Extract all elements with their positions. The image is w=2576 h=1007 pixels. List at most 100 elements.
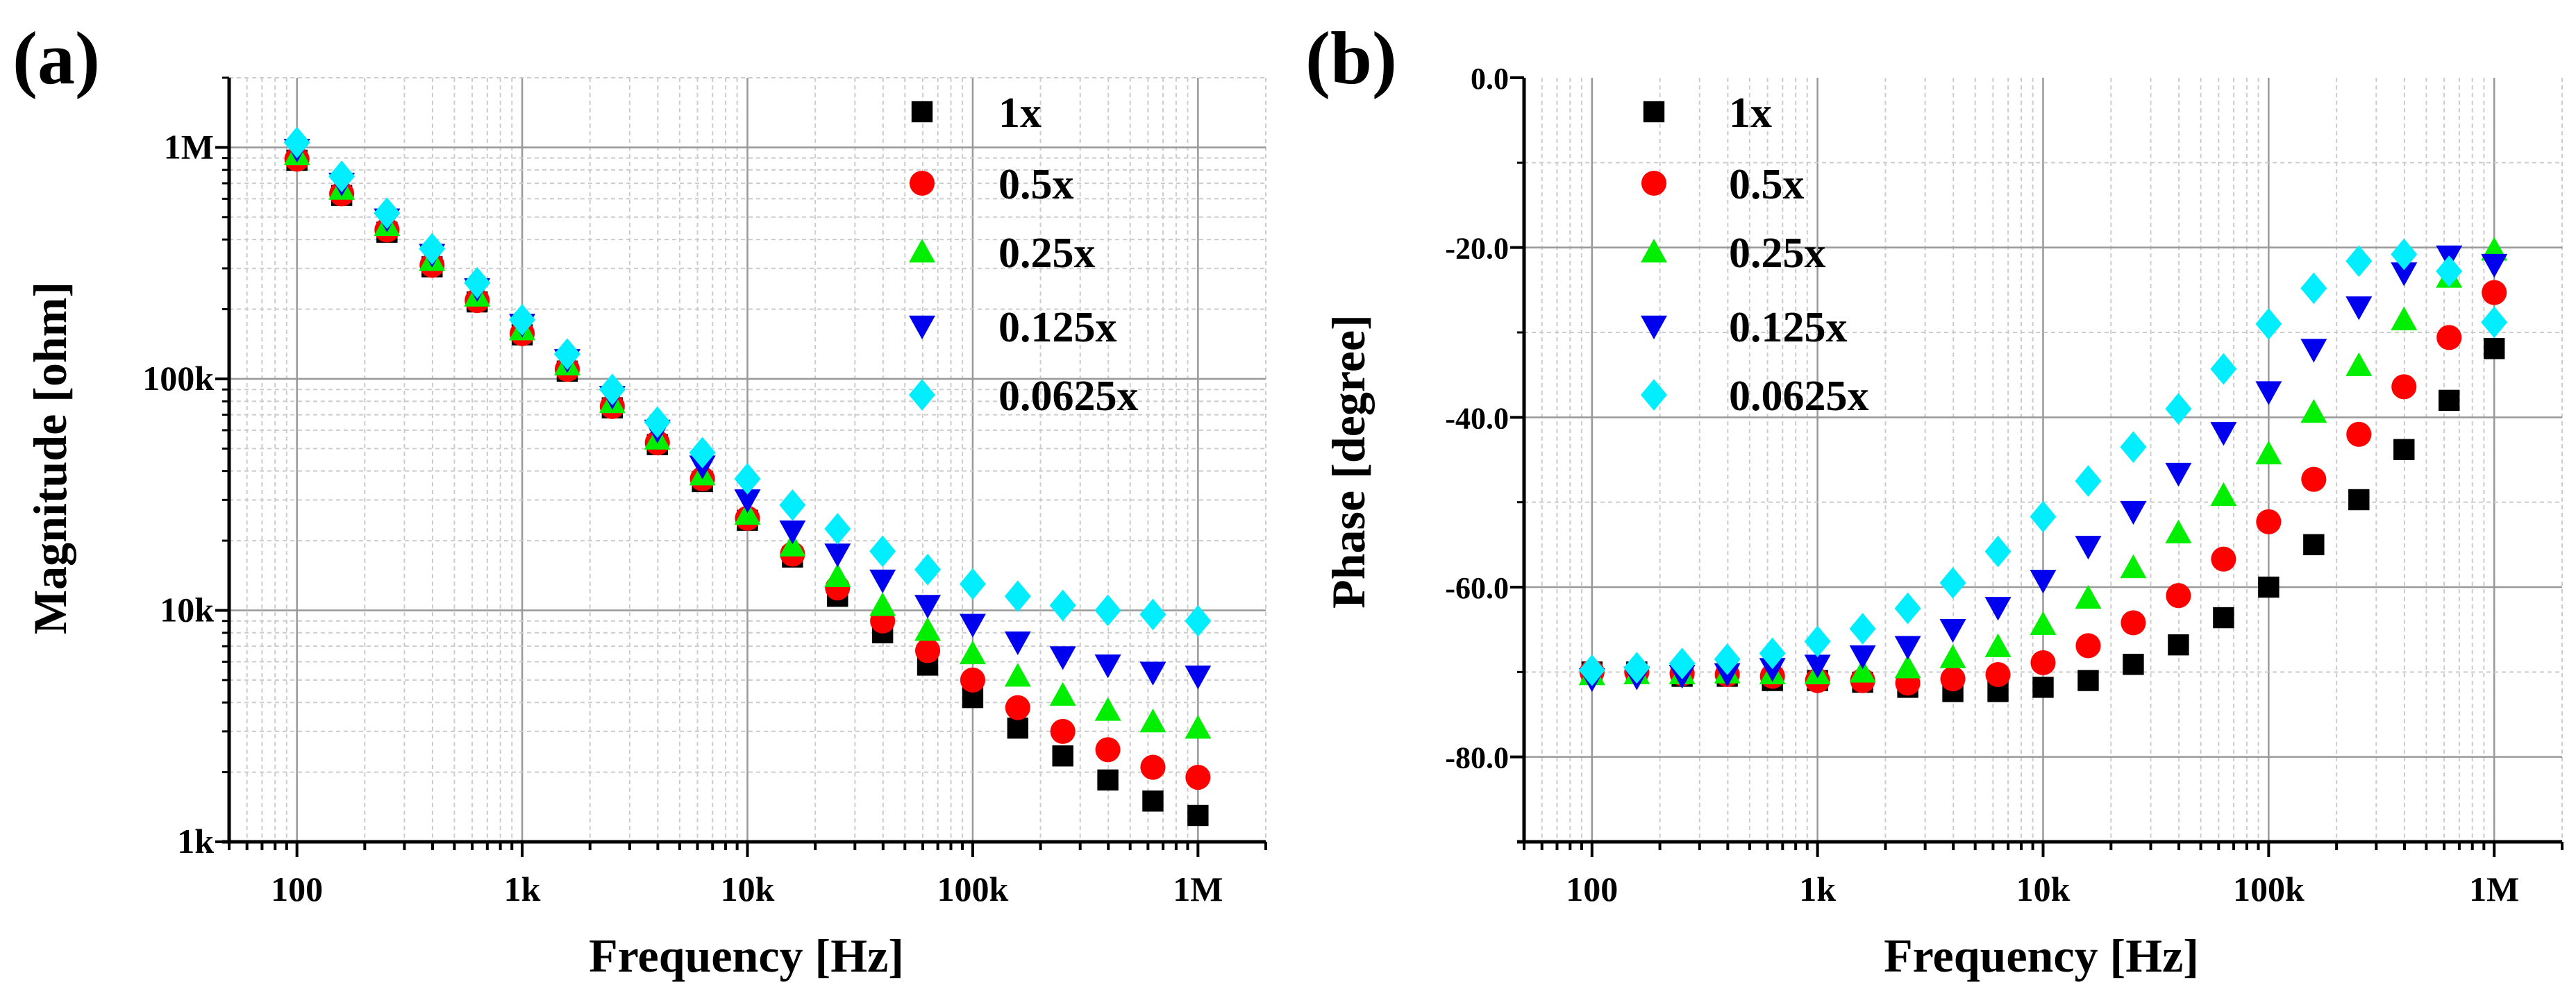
data-point bbox=[1578, 654, 1605, 686]
data-point bbox=[2348, 489, 2370, 511]
data-point bbox=[2391, 306, 2418, 330]
data-point bbox=[1759, 637, 1786, 670]
legend-marker-diamond bbox=[909, 379, 935, 411]
data-point bbox=[824, 513, 851, 545]
data-point bbox=[1939, 644, 1966, 668]
chart-panel-magnitude: 100 1k 10k 100k 1M 1k 10k 100k 1M Frequency [Hz] M… bbox=[12, 17, 1267, 982]
data-point bbox=[914, 638, 941, 663]
data-point bbox=[2120, 500, 2147, 525]
x-tick-label: 1k bbox=[504, 870, 541, 908]
data-point bbox=[2121, 610, 2146, 636]
data-point bbox=[779, 521, 806, 545]
data-point bbox=[2120, 431, 2147, 463]
data-point bbox=[959, 568, 986, 600]
data-point bbox=[1984, 633, 2012, 657]
data-point bbox=[2075, 536, 2102, 560]
data-point bbox=[1004, 663, 1031, 687]
x-tick-label: 10k bbox=[721, 870, 775, 908]
data-point bbox=[2256, 509, 2282, 534]
data-point bbox=[1094, 654, 1121, 679]
data-point bbox=[509, 303, 536, 336]
data-point bbox=[1714, 643, 1741, 675]
data-point bbox=[1185, 665, 1212, 690]
y-tick-label: 10k bbox=[160, 590, 214, 629]
data-point bbox=[2255, 381, 2282, 405]
data-point bbox=[328, 160, 356, 192]
data-point bbox=[2123, 654, 2144, 675]
legend-label: 0.125x bbox=[1729, 304, 1848, 351]
data-point bbox=[1187, 804, 1209, 827]
data-point bbox=[960, 667, 985, 693]
legend-marker-triangle-up bbox=[1641, 239, 1667, 263]
legend-marker-diamond bbox=[1641, 379, 1667, 411]
y-tick-label: 0.0 bbox=[1471, 62, 1509, 96]
data-point bbox=[1668, 648, 1696, 679]
x-axis-title: Frequency [Hz] bbox=[589, 929, 904, 982]
data-point bbox=[2210, 353, 2237, 385]
legend-marker-triangle-down bbox=[1641, 315, 1667, 339]
data-point bbox=[1007, 717, 1029, 739]
data-point bbox=[1894, 654, 1921, 679]
data-point bbox=[914, 617, 942, 641]
panel-label: (a) bbox=[12, 17, 100, 100]
legend-marker-circle bbox=[1641, 170, 1667, 196]
data-point bbox=[959, 613, 986, 638]
legend-label: 0.25x bbox=[998, 230, 1096, 277]
data-point bbox=[2436, 325, 2462, 350]
data-point bbox=[2166, 583, 2191, 609]
data-point bbox=[2481, 253, 2508, 278]
data-point bbox=[1939, 567, 1966, 599]
data-point bbox=[2213, 607, 2234, 629]
data-point bbox=[2032, 677, 2054, 698]
data-point bbox=[2168, 634, 2189, 656]
data-point bbox=[2301, 466, 2327, 492]
data-point bbox=[779, 489, 806, 521]
series-0.0625x bbox=[1578, 238, 2508, 686]
x-tick-label: 100k bbox=[937, 870, 1009, 908]
panel-label: (b) bbox=[1305, 17, 1397, 100]
data-point bbox=[1139, 709, 1166, 733]
data-point bbox=[869, 569, 896, 593]
data-point bbox=[2393, 439, 2415, 461]
data-point bbox=[2484, 338, 2505, 359]
y-axis-title: Magnitude [ohm] bbox=[24, 282, 76, 634]
data-point bbox=[419, 232, 446, 265]
data-point bbox=[1095, 737, 1121, 763]
data-point bbox=[599, 373, 626, 405]
data-point bbox=[779, 532, 806, 557]
data-point bbox=[1984, 535, 2012, 568]
data-point bbox=[2210, 422, 2237, 446]
data-point bbox=[914, 553, 942, 586]
data-point bbox=[2077, 670, 2099, 691]
data-point bbox=[283, 126, 310, 159]
data-point bbox=[1984, 597, 2012, 621]
data-point bbox=[1005, 695, 1030, 720]
legend-marker-square bbox=[911, 101, 933, 123]
data-point bbox=[2255, 307, 2282, 340]
data-point bbox=[1050, 718, 1076, 744]
legend-label: 0.25x bbox=[1729, 230, 1826, 277]
data-point bbox=[1894, 636, 1921, 660]
legend: 1x 0.5x 0.25x 0.125x 0.0625x bbox=[1641, 90, 1869, 420]
series-0.0625x bbox=[283, 126, 1212, 637]
legend-label: 0.5x bbox=[998, 161, 1074, 208]
x-tick-label: 100k bbox=[2233, 870, 2305, 908]
data-point bbox=[2258, 576, 2280, 598]
data-point bbox=[1049, 682, 1076, 706]
y-tick-label: -80.0 bbox=[1445, 741, 1509, 775]
data-point bbox=[1849, 613, 1876, 645]
data-point bbox=[2211, 546, 2236, 572]
y-tick-label: 1k bbox=[177, 822, 214, 861]
legend: 1x 0.5x 0.25x 0.125x 0.0625x bbox=[909, 90, 1139, 420]
data-point bbox=[689, 437, 716, 469]
data-point bbox=[1185, 715, 1212, 739]
data-point bbox=[1094, 594, 1121, 627]
data-point bbox=[1049, 646, 1076, 670]
data-point bbox=[1004, 580, 1031, 613]
data-point bbox=[2165, 462, 2192, 487]
data-point bbox=[464, 266, 491, 299]
data-point bbox=[2030, 611, 2057, 636]
data-point bbox=[1139, 598, 1166, 631]
data-point bbox=[869, 592, 896, 616]
